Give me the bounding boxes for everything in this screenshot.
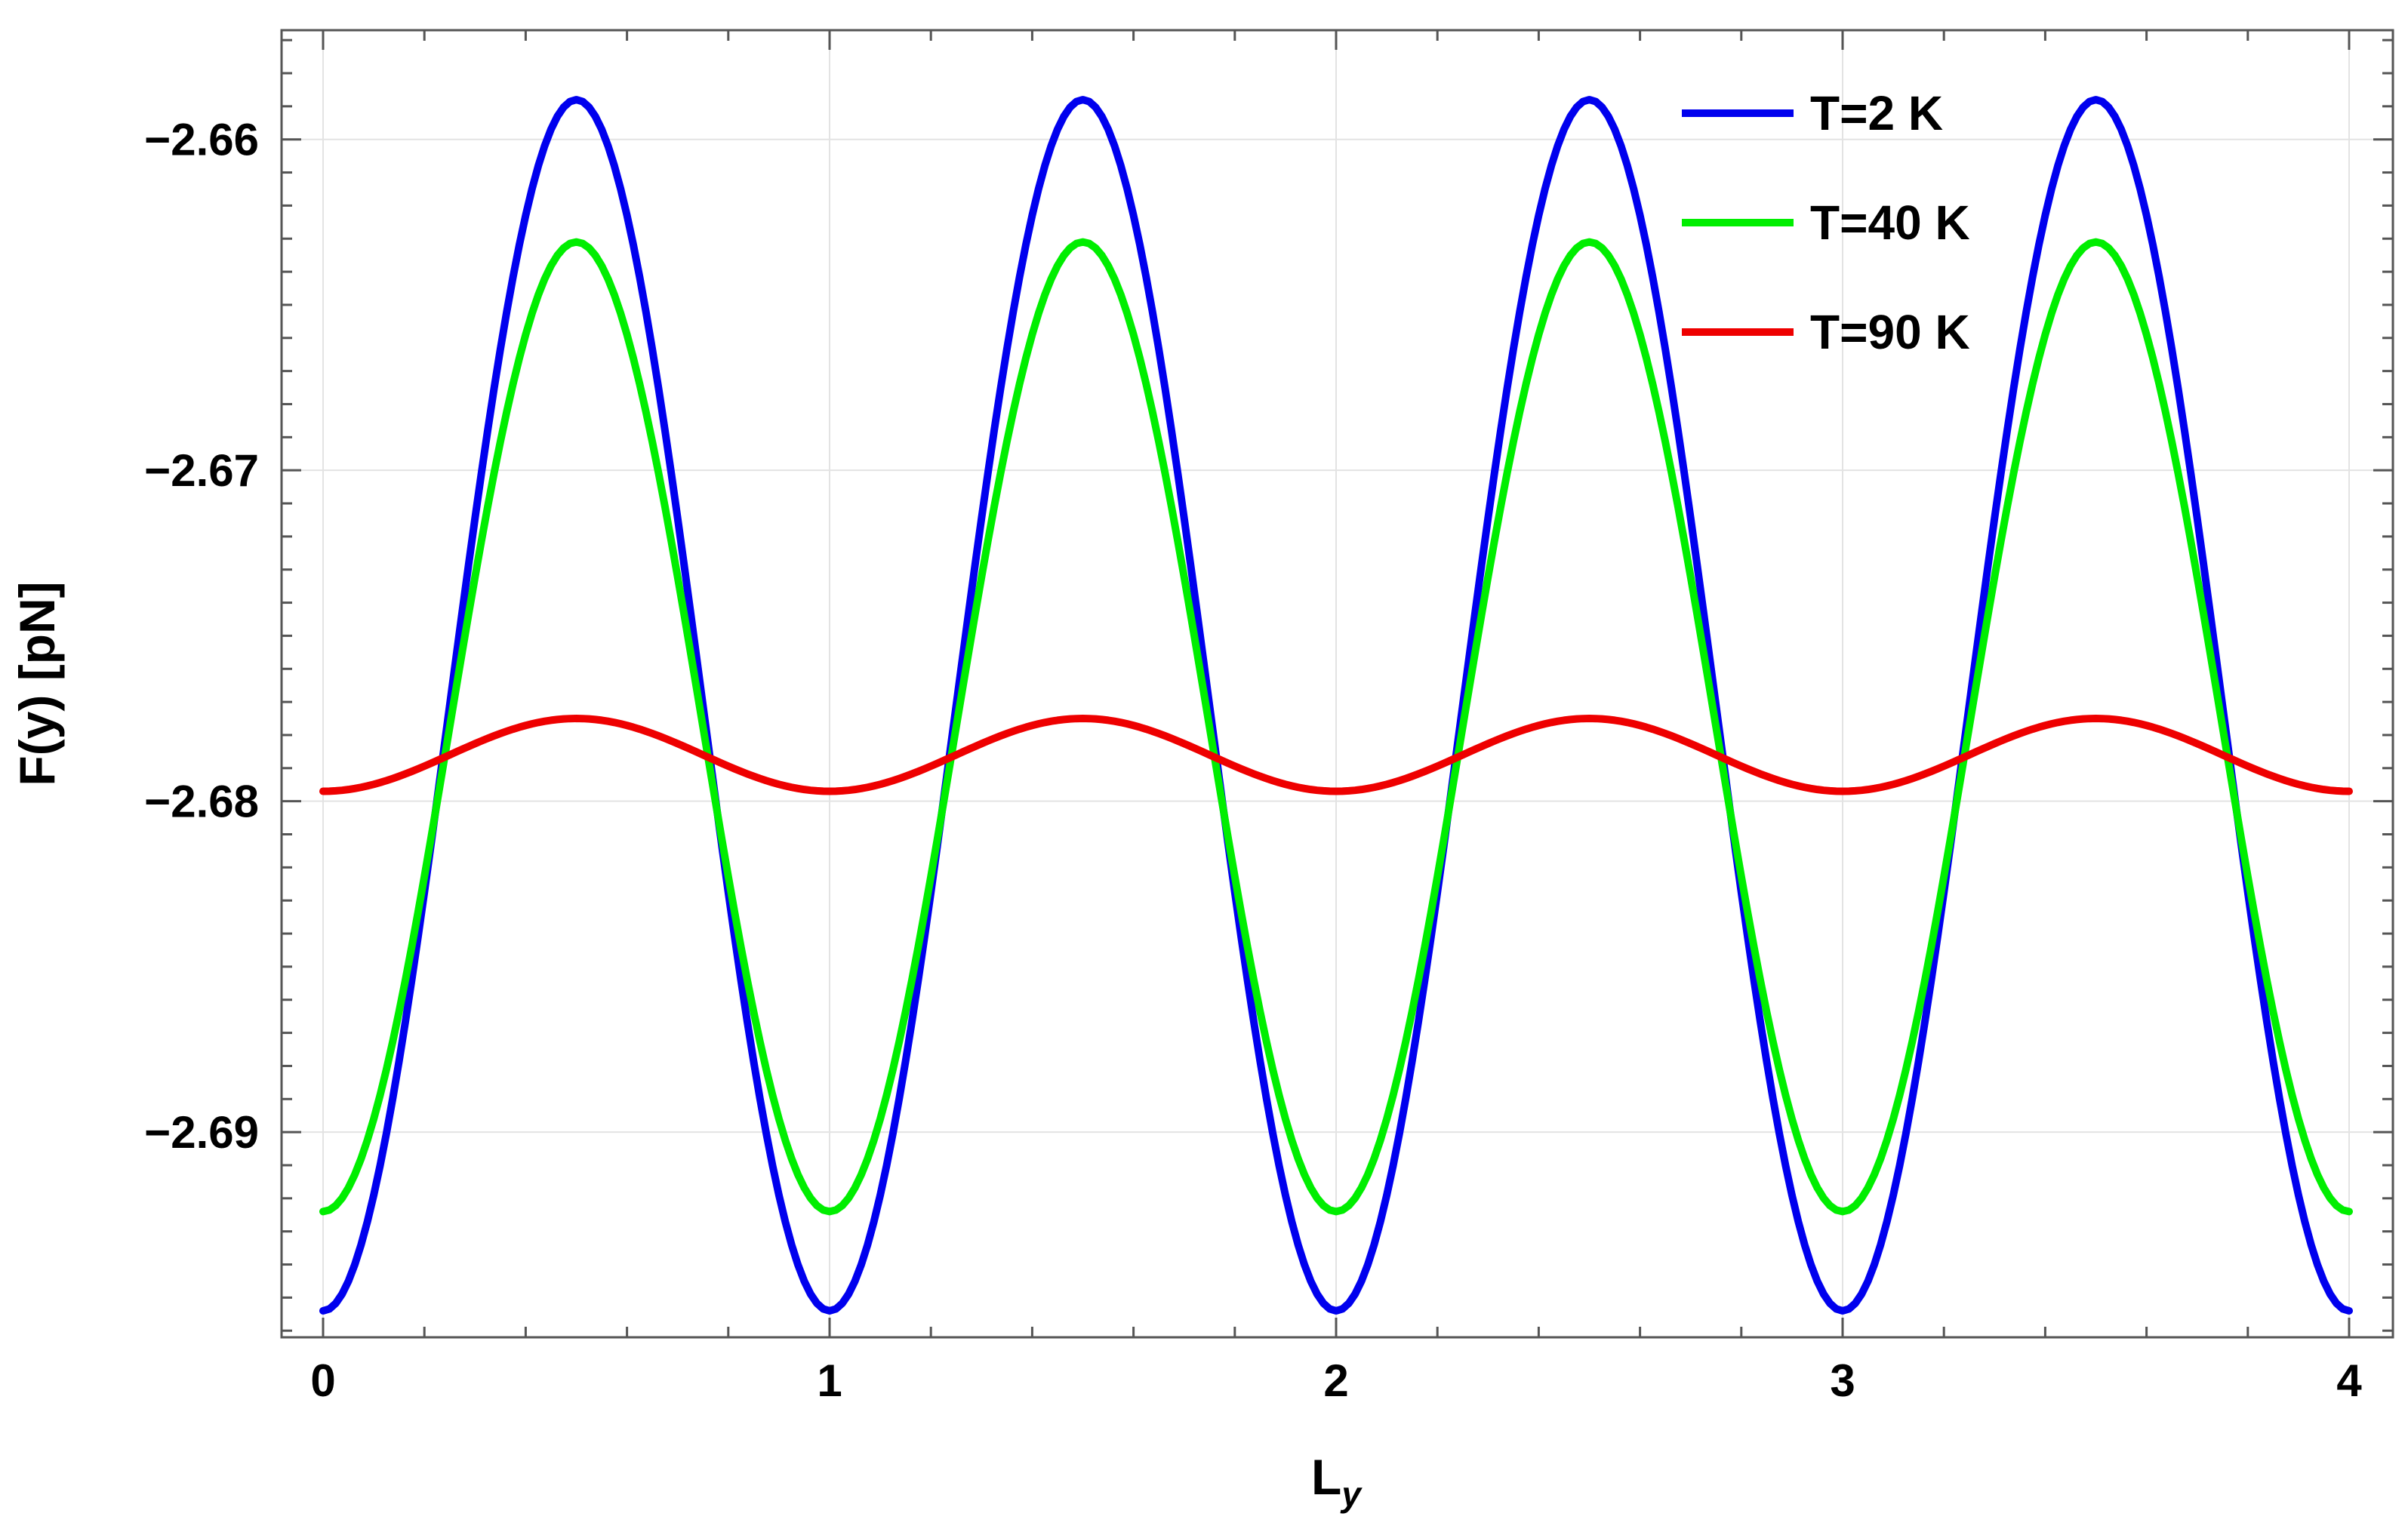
y-tick-label: −2.68 <box>144 777 259 827</box>
ticks <box>282 30 2393 1337</box>
y-tick-label: −2.66 <box>144 115 259 165</box>
legend: T=2 K T=40 K T=90 K <box>1682 86 1970 359</box>
x-tick-label: 3 <box>1830 1355 1855 1406</box>
series-line-3 <box>319 715 2353 795</box>
legend-label-1: T=2 K <box>1810 86 1943 140</box>
y-tick-label: −2.69 <box>144 1107 259 1158</box>
series-layer <box>319 96 2353 1315</box>
x-tick-label: 2 <box>1323 1355 1348 1406</box>
x-axis-title-subscript: y <box>1340 1475 1363 1514</box>
legend-label-2: T=40 K <box>1810 195 1970 250</box>
x-tick-label: 0 <box>310 1355 335 1406</box>
y-tick-label: −2.67 <box>144 445 259 496</box>
x-tick-label: 1 <box>817 1355 842 1406</box>
x-axis-title: Ly <box>1311 1449 1363 1514</box>
series-line-1 <box>319 96 2353 1315</box>
grid <box>282 30 2393 1337</box>
y-axis-title: F(y) [pN] <box>9 581 65 786</box>
legend-label-3: T=90 K <box>1810 305 1970 359</box>
tick-labels: 0 1 2 3 4 −2.66 −2.67 −2.68 −2.69 <box>144 115 2362 1406</box>
series-line-2 <box>319 238 2353 1216</box>
x-tick-label: 4 <box>2336 1355 2362 1406</box>
